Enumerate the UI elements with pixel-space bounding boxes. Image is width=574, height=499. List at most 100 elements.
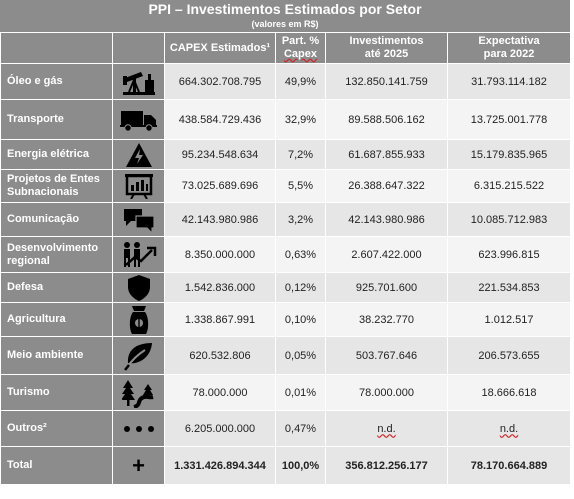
sector-icon-cell: +	[112, 446, 165, 485]
table-row: Turismo 78.000.000 0,01% 78.000.000 18.666.6…	[0, 374, 571, 411]
capex-cell: 664.302.708.795	[164, 63, 276, 100]
expectativa-value: n.d.	[499, 422, 519, 435]
investimentos-value: 61.687.855.933	[348, 148, 425, 161]
investimentos-value: 2.607.422.000	[351, 248, 422, 261]
sector-icon-cell	[112, 272, 165, 303]
sector-name: Agricultura	[0, 302, 113, 337]
table-row: Comunicação 42.143.980.986 3,2% 42.143.980.…	[0, 202, 571, 237]
header-part-line2: Capex	[283, 48, 318, 60]
expectativa-cell: n.d.	[447, 410, 571, 447]
total-row: Total +1.331.426.894.344 100,0% 356.812.256…	[0, 446, 571, 485]
investimentos-value: 38.232.770	[358, 313, 415, 326]
investimentos-value: 503.767.646	[355, 349, 418, 362]
presentation-board-icon	[113, 173, 164, 199]
expectativa-cell: 206.573.655	[447, 336, 571, 375]
dots-icon	[113, 423, 164, 435]
plus-icon: +	[132, 452, 145, 478]
header-sector	[0, 32, 113, 64]
seed-bag-icon	[113, 305, 164, 335]
sector-name: Total	[0, 446, 113, 485]
investimentos-cell: n.d.	[325, 410, 448, 447]
capex-cell: 1.338.867.991	[164, 302, 276, 337]
investimentos-cell: 26.388.647.322	[325, 169, 448, 203]
header-exp-line1: Expectativa	[478, 35, 540, 47]
capex-cell: 6.205.000.000	[164, 410, 276, 447]
table-row: Transporte 438.584.729.436 32,9% 89.588.506…	[0, 99, 571, 140]
table-row: Defesa 1.542.836.000 0,12% 925.701.600 221.5…	[0, 272, 571, 303]
header-inv-line1: Investimentos	[349, 35, 424, 47]
investimentos-value: 26.388.647.322	[348, 180, 425, 192]
capex-cell: 95.234.548.634	[164, 139, 276, 170]
investimentos-cell: 42.143.980.986	[325, 202, 448, 237]
capex-cell: 8.350.000.000	[164, 236, 276, 273]
table-row: Outros² 6.205.000.000 0,47% n.d. n.d.	[0, 410, 571, 447]
investimentos-value: 42.143.980.986	[348, 213, 425, 226]
header-exp-line2: para 2022	[483, 48, 535, 60]
sector-icon-cell	[112, 63, 165, 100]
table-row: Projetos de Entes Subnacionais 73.025.689…	[0, 169, 571, 203]
part-cell: 0,12%	[275, 272, 326, 303]
expectativa-cell: 31.793.114.182	[447, 63, 571, 100]
header-investimentos: Investimentos até 2025	[325, 32, 448, 64]
sector-icon-cell	[112, 302, 165, 337]
header-row: CAPEX Estimados¹ Part. % Capex Investimen…	[0, 32, 571, 64]
page-subtitle: (valores em R$)	[251, 19, 319, 29]
header-expectativa: Expectativa para 2022	[447, 32, 571, 64]
part-cell: 100,0%	[275, 446, 326, 485]
investimentos-value: 925.701.600	[355, 281, 418, 294]
leaf-icon	[113, 341, 164, 371]
sector-icon-cell	[112, 410, 165, 447]
expectativa-value: 6.315.215.522	[473, 180, 545, 192]
investimentos-cell: 2.607.422.000	[325, 236, 448, 273]
table-row: Agricultura 1.338.867.991 0,10% 38.232.770 1…	[0, 302, 571, 337]
sector-name: Meio ambiente	[0, 336, 113, 375]
sector-icon-cell	[112, 99, 165, 140]
capex-cell: 73.025.689.696	[164, 169, 276, 203]
table-row: Meio ambiente 620.532.806 0,05% 503.767.646…	[0, 336, 571, 375]
investimentos-cell: 925.701.600	[325, 272, 448, 303]
expectativa-cell: 1.012.517	[447, 302, 571, 337]
high-voltage-icon	[113, 142, 164, 168]
expectativa-cell: 6.315.215.522	[447, 169, 571, 203]
sector-icon-cell	[112, 374, 165, 411]
part-cell: 0,10%	[275, 302, 326, 337]
capex-cell: 438.584.729.436	[164, 99, 276, 140]
expectativa-value: 18.666.618	[481, 386, 537, 399]
part-cell: 49,9%	[275, 63, 326, 100]
sector-name: Projetos de Entes Subnacionais	[0, 169, 113, 203]
table-row: Óleo e gás 664.302.708.795 49,9% 132.850.14…	[0, 63, 571, 100]
expectativa-value: 10.085.712.983	[470, 213, 548, 226]
capex-cell: 1.542.836.000	[164, 272, 276, 303]
sector-name: Defesa	[0, 272, 113, 303]
sector-name: Desenvolvimento regional	[0, 236, 113, 273]
part-cell: 32,9%	[275, 99, 326, 140]
header-capex: CAPEX Estimados¹	[164, 32, 276, 64]
investimentos-cell: 89.588.506.162	[325, 99, 448, 140]
expectativa-value: 31.793.114.182	[471, 75, 547, 88]
part-cell: 0,63%	[275, 236, 326, 273]
capex-cell: 1.331.426.894.344	[164, 446, 276, 485]
part-cell: 3,2%	[275, 202, 326, 237]
investimentos-cell: 38.232.770	[325, 302, 448, 337]
sector-name: Turismo	[0, 374, 113, 411]
sector-icon-cell	[112, 139, 165, 170]
expectativa-cell: 15.179.835.965	[447, 139, 571, 170]
shield-icon	[113, 274, 164, 302]
oil-pump-icon	[113, 68, 164, 96]
expectativa-value: 78.170.664.889	[470, 459, 548, 472]
people-growth-icon	[113, 241, 164, 269]
header-icon	[112, 32, 165, 64]
capex-cell: 78.000.000	[164, 374, 276, 411]
part-cell: 7,2%	[275, 139, 326, 170]
chat-bubbles-icon	[113, 207, 164, 233]
expectativa-value: 623.996.815	[478, 248, 540, 261]
investimentos-cell: 61.687.855.933	[325, 139, 448, 170]
sector-icon-cell	[112, 202, 165, 237]
truck-icon	[113, 108, 164, 132]
part-cell: 0,01%	[275, 374, 326, 411]
part-cell: 0,05%	[275, 336, 326, 375]
expectativa-value: 15.179.835.965	[470, 148, 548, 161]
capex-cell: 620.532.806	[164, 336, 276, 375]
table-row: Energia elétrica 95.234.548.634 7,2% 61.687…	[0, 139, 571, 170]
